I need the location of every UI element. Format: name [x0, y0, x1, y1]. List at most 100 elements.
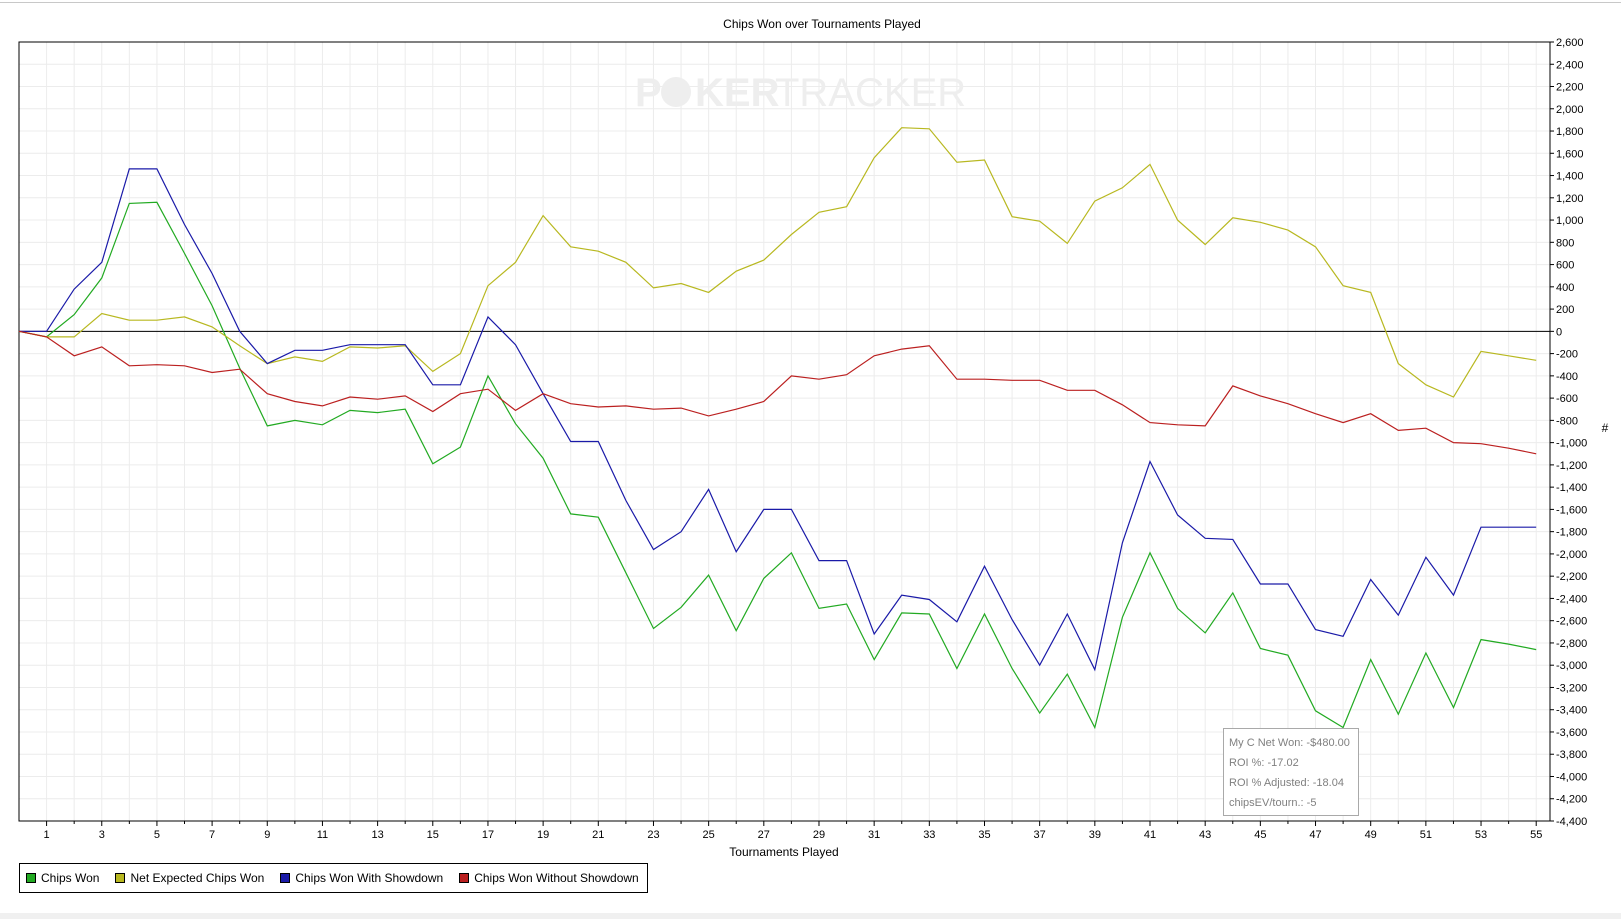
- x-tick-label: 37: [1034, 829, 1046, 841]
- legend-swatch: [459, 873, 470, 883]
- window-top-border: [0, 2, 1621, 3]
- x-tick-label: 19: [537, 829, 549, 841]
- x-axis-label: Tournaments Played: [729, 845, 838, 859]
- legend-label: Chips Won Without Showdown: [474, 871, 639, 885]
- y-tick-label: -600: [1556, 393, 1578, 405]
- x-tick-label: 55: [1530, 829, 1542, 841]
- y-tick-label: 1,600: [1556, 148, 1584, 160]
- legend-item-4: Chips Won Without Showdown: [459, 871, 639, 885]
- series-line-4: [18, 330, 1537, 455]
- x-tick-label: 17: [482, 829, 494, 841]
- series-line-2: [18, 127, 1537, 398]
- watermark-tracker: TRACKER: [775, 71, 966, 115]
- y-tick-label: 2,600: [1556, 37, 1584, 49]
- watermark-ker: KER: [695, 71, 780, 115]
- legend-label: Net Expected Chips Won: [130, 871, 265, 885]
- y-tick-label: 600: [1556, 260, 1574, 272]
- plot-area: [18, 41, 1551, 822]
- roi-stat: ROI %: -17.02: [1229, 757, 1299, 769]
- y-tick-label: -400: [1556, 371, 1578, 383]
- y-tick-label: -3,000: [1556, 660, 1587, 672]
- y-tick-label: -2,200: [1556, 571, 1587, 583]
- x-tick-label: 5: [154, 829, 160, 841]
- x-tick-label: 23: [647, 829, 659, 841]
- y-tick-label: -3,200: [1556, 682, 1587, 694]
- net-won-stat: My C Net Won: -$480.00: [1229, 737, 1350, 749]
- x-tick-label: 53: [1475, 829, 1487, 841]
- x-tick-label: 1: [44, 829, 50, 841]
- x-tick-label: 13: [371, 829, 383, 841]
- y-tick-label: 0: [1556, 326, 1562, 338]
- y-tick-label: -1,800: [1556, 527, 1587, 539]
- y-tick-label: 1,000: [1556, 215, 1584, 227]
- y-tick-label: 1,200: [1556, 193, 1584, 205]
- legend-item-3: Chips Won With Showdown: [280, 871, 443, 885]
- y-tick-label: 2,200: [1556, 82, 1584, 94]
- chart-title: Chips Won over Tournaments Played: [723, 17, 921, 31]
- legend-swatch: [26, 873, 36, 883]
- x-tick-label: 31: [868, 829, 880, 841]
- y-tick-label: -200: [1556, 349, 1578, 361]
- roi-adjusted-stat: ROI % Adjusted: -18.04: [1229, 777, 1344, 789]
- y-tick-label: 1,800: [1556, 126, 1584, 138]
- legend-item-1: Chips Won: [26, 871, 99, 885]
- x-tick-label: 27: [758, 829, 770, 841]
- x-tick-label: 25: [703, 829, 715, 841]
- x-tick-label: 47: [1309, 829, 1321, 841]
- y-axis-label: #: [1602, 421, 1609, 435]
- x-tick-label: 3: [99, 829, 105, 841]
- y-tick-label: -4,400: [1556, 816, 1587, 828]
- chart-legend: Chips Won Net Expected Chips Won Chips Won…: [19, 863, 648, 893]
- y-tick-label: 2,000: [1556, 104, 1584, 116]
- y-tick-label: 800: [1556, 237, 1574, 249]
- y-tick-label: -1,600: [1556, 504, 1587, 516]
- x-tick-label: 15: [427, 829, 439, 841]
- watermark-poker: P: [635, 71, 662, 115]
- x-tick-label: 9: [264, 829, 270, 841]
- series-lines: [18, 127, 1537, 730]
- x-tick-label: 39: [1089, 829, 1101, 841]
- x-axis-ticks: 1 3 5 7 9 11 13 15 17 19 21 23 25 27 29 31 33 35 37 39 41 43 4…: [44, 821, 1542, 841]
- y-tick-label: -2,600: [1556, 616, 1587, 628]
- x-tick-label: 7: [209, 829, 215, 841]
- legend-swatch: [280, 873, 291, 883]
- x-tick-label: 45: [1254, 829, 1266, 841]
- legend-label: Chips Won: [41, 871, 100, 885]
- legend-label: Chips Won With Showdown: [295, 871, 444, 885]
- y-tick-label: -1,400: [1556, 482, 1587, 494]
- y-axis-ticks: 2,600 2,400 2,200 2,000 1,800 1,600 1,400 1,200…: [1550, 37, 1587, 828]
- x-tick-label: 41: [1144, 829, 1156, 841]
- y-tick-label: -2,800: [1556, 638, 1587, 650]
- x-tick-label: 35: [978, 829, 990, 841]
- series-line-3: [19, 168, 1537, 672]
- y-tick-label: 2,400: [1556, 59, 1584, 71]
- y-tick-label: -3,600: [1556, 727, 1587, 739]
- series-line-1: [18, 201, 1537, 730]
- y-tick-label: -1,000: [1556, 438, 1587, 450]
- y-tick-label: -800: [1556, 415, 1578, 427]
- y-tick-label: -4,200: [1556, 794, 1587, 806]
- grid: [19, 41, 1550, 822]
- y-tick-label: -3,400: [1556, 705, 1587, 717]
- y-tick-label: 1,400: [1556, 171, 1584, 183]
- y-tick-label: 200: [1556, 304, 1574, 316]
- y-tick-label: -1,200: [1556, 460, 1587, 472]
- stats-box: My C Net Won: -$480.00 ROI %: -17.02 ROI…: [1223, 728, 1359, 816]
- x-tick-label: 11: [317, 829, 328, 841]
- y-tick-label: -2,400: [1556, 593, 1587, 605]
- x-tick-label: 43: [1199, 829, 1211, 841]
- poker-chip-icon: [661, 77, 691, 107]
- x-tick-label: 29: [813, 829, 825, 841]
- watermark: P KER TRACKER: [635, 71, 966, 115]
- chips-ev-stat: chipsEV/tourn.: -5: [1229, 797, 1317, 809]
- x-tick-label: 33: [923, 829, 935, 841]
- legend-swatch: [115, 873, 126, 883]
- y-tick-label: -2,000: [1556, 549, 1587, 561]
- x-tick-label: 51: [1420, 829, 1432, 841]
- legend-item-2: Net Expected Chips Won: [115, 871, 264, 885]
- x-tick-label: 21: [592, 829, 604, 841]
- window-bottom-strip: [0, 913, 1621, 919]
- x-tick-label: 49: [1365, 829, 1377, 841]
- y-tick-label: -3,800: [1556, 749, 1587, 761]
